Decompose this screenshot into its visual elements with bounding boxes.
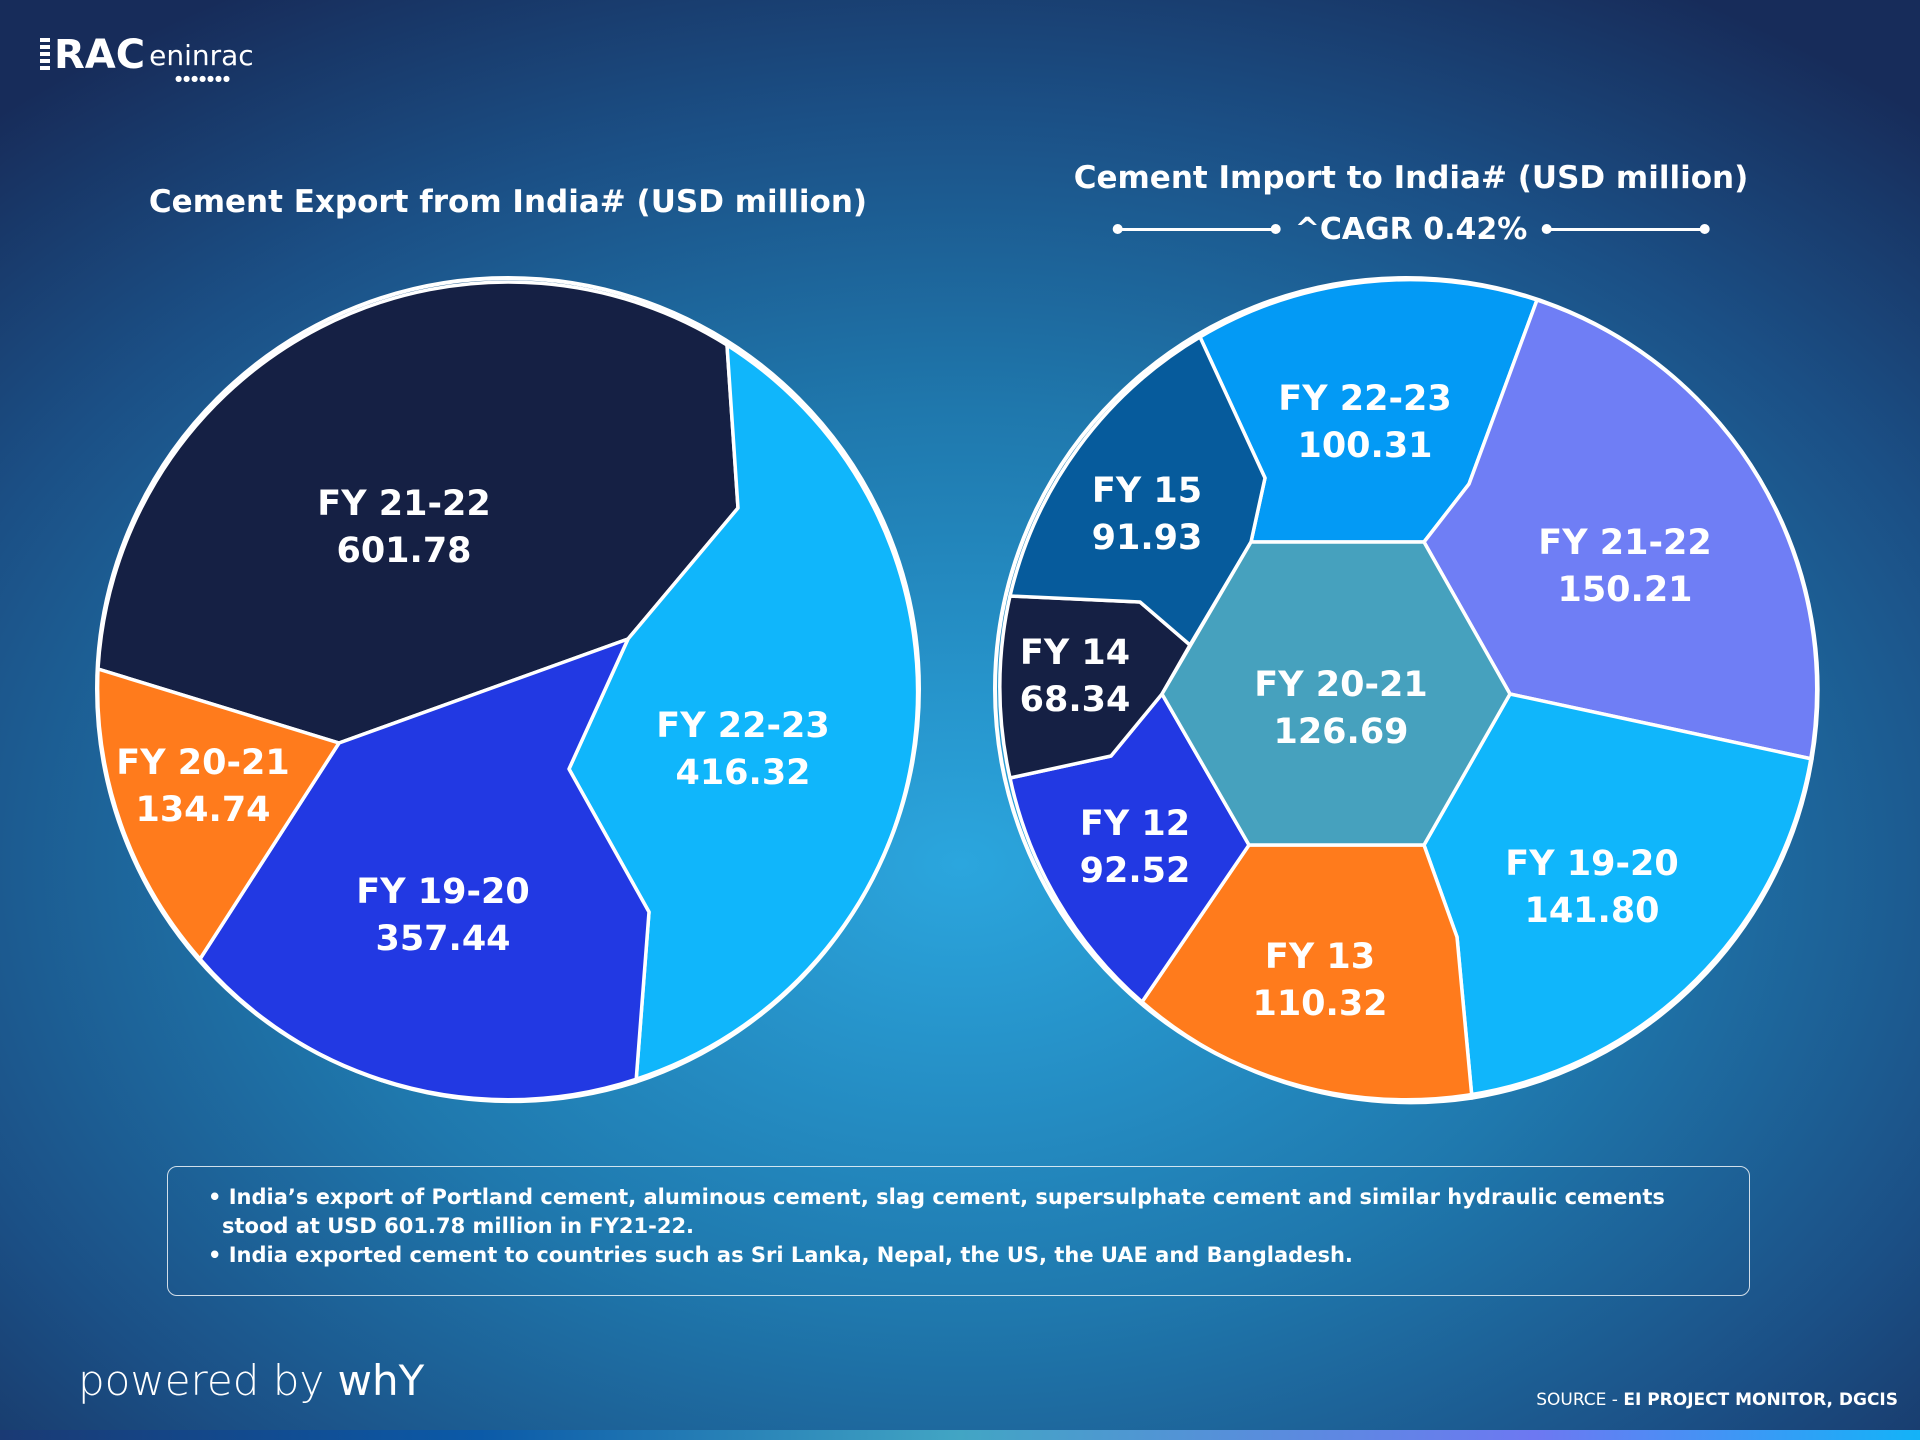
import-pie-outline (993, 276, 1819, 1102)
import-slice-category-label: FY 19-20 (1505, 844, 1678, 884)
import-slice-category-label: FY 14 (1020, 633, 1130, 673)
cagr-label: ^CAGR 0.42% (1294, 212, 1528, 247)
import-slice-value-label: 100.31 (1297, 426, 1432, 466)
export-slice-value-label: 134.74 (135, 790, 270, 830)
import-slice-value-label: 92.52 (1080, 851, 1191, 891)
notes-box: India’s export of Portland cement, alumi… (167, 1166, 1750, 1296)
powered-by: powered by whY (78, 1356, 425, 1405)
import-chart-title: Cement Import to India# (USD million) (1073, 160, 1749, 196)
import-slice-category-label: FY 20-21 (1254, 665, 1427, 705)
export-pie-outline (95, 276, 921, 1102)
note-item: India exported cement to countries such … (208, 1241, 1709, 1270)
divider-line (1112, 224, 1281, 234)
bottom-gradient-strip (0, 1430, 1920, 1440)
export-slice-category-label: FY 21-22 (317, 484, 490, 524)
import-slice-fy20-21 (1160, 540, 1512, 847)
logo-text-bold: RAC (54, 32, 146, 78)
export-slice-category-label: FY 20-21 (116, 743, 289, 783)
export-slice-value-label: 357.44 (375, 919, 510, 959)
logo-dots-icon: ●●●●●●● (175, 74, 231, 83)
logo-text-rest: eninrac (149, 39, 254, 72)
import-slice-value-label: 68.34 (1020, 680, 1131, 720)
source-text: SOURCE - EI PROJECT MONITOR, DGCIS (1536, 1390, 1898, 1410)
export-slice-category-label: FY 22-23 (656, 706, 829, 746)
import-slice-value-label: 126.69 (1273, 712, 1408, 752)
import-slice-value-label: 150.21 (1557, 570, 1692, 610)
import-slice-fy15 (1008, 335, 1267, 647)
import-slice-value-label: 110.32 (1252, 984, 1387, 1024)
logo-bars-icon (40, 38, 50, 72)
logo: RAC eninrac ●●●●●●● (40, 34, 254, 84)
export-slice-value-label: 601.78 (336, 531, 471, 571)
export-chart-title: Cement Export from India# (USD million) (148, 184, 868, 220)
export-slice-value-label: 416.32 (675, 753, 810, 793)
export-slice-category-label: FY 19-20 (356, 872, 529, 912)
import-slice-value-label: 141.80 (1524, 891, 1659, 931)
cagr-banner: ^CAGR 0.42% (1112, 212, 1710, 247)
import-slice-value-label: 91.93 (1092, 518, 1203, 558)
import-slice-category-label: FY 21-22 (1538, 523, 1711, 563)
brand-why: whY (337, 1356, 425, 1405)
import-slice-category-label: FY 22-23 (1278, 379, 1451, 419)
import-slice-category-label: FY 13 (1265, 937, 1375, 977)
import-slice-category-label: FY 15 (1092, 471, 1202, 511)
divider-line (1541, 224, 1710, 234)
note-item: India’s export of Portland cement, alumi… (208, 1183, 1709, 1241)
logo-text-group: eninrac ●●●●●●● (149, 34, 254, 84)
import-slice-category-label: FY 12 (1080, 804, 1190, 844)
